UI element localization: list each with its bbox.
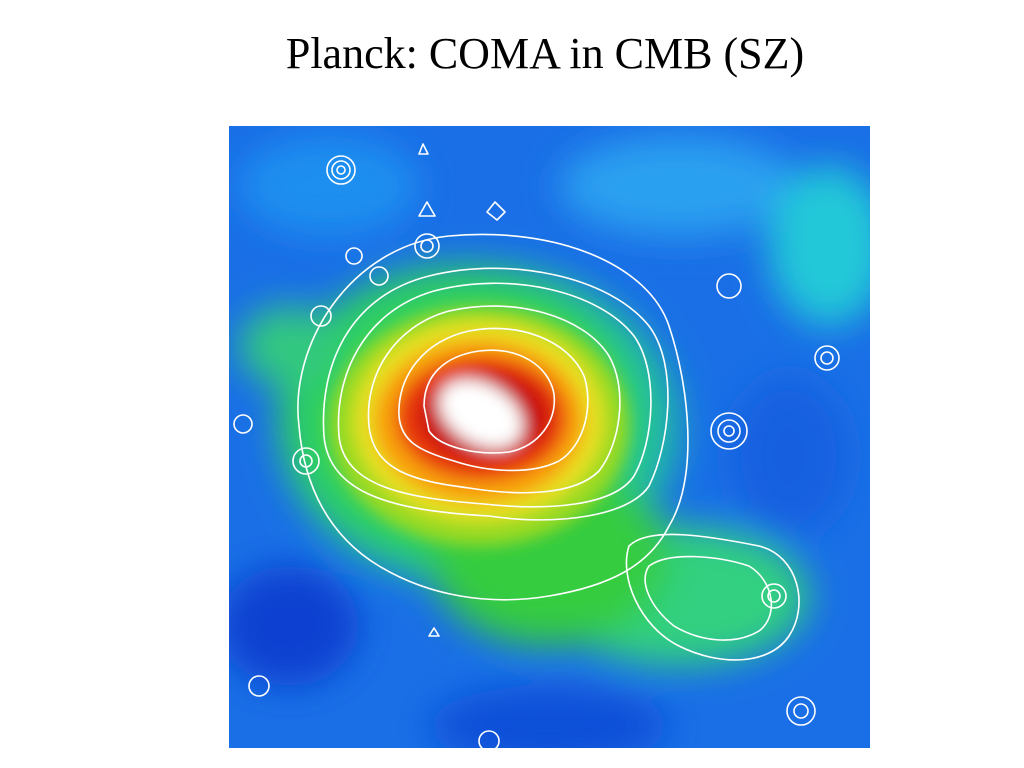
sz-map-image: [229, 126, 870, 748]
slide-title: Planck: COMA in CMB (SZ): [285, 29, 805, 78]
